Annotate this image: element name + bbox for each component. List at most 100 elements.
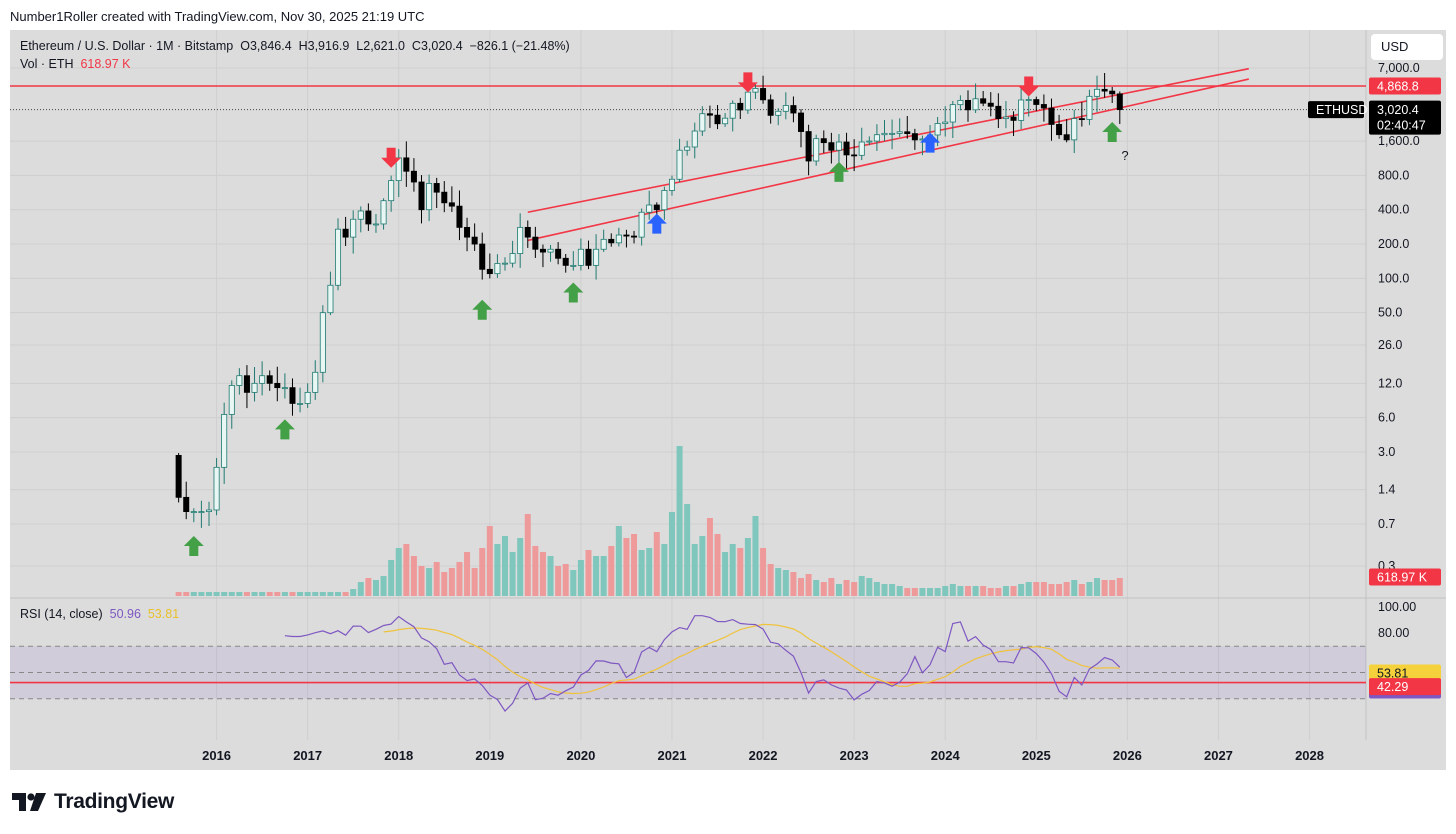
volume-bar <box>706 518 713 596</box>
volume-bar <box>790 572 797 596</box>
volume-bar <box>335 592 342 596</box>
volume-bar <box>372 580 379 596</box>
volume-bar <box>638 550 645 596</box>
price-axis: 7,000.0 1,600.0 800.0 400.0 200.0 100.0 50.0 26… <box>1308 61 1441 699</box>
volume-bar <box>243 592 250 596</box>
volume-bar <box>881 584 888 596</box>
year-label: 2021 <box>658 748 687 763</box>
grid-lines <box>10 30 1446 740</box>
volume-bar <box>183 592 190 596</box>
candle-body <box>722 117 729 125</box>
candlesticks <box>175 72 1123 528</box>
volume-bar <box>1033 582 1040 596</box>
candle-body <box>448 202 455 207</box>
open-value: O3,846.4 <box>240 39 292 53</box>
volume-bar <box>744 538 751 596</box>
candle-body <box>1101 88 1108 92</box>
volume-bar <box>251 592 258 596</box>
candle-body <box>972 98 979 111</box>
candle-body <box>600 238 607 250</box>
volume-bar <box>479 548 486 596</box>
candle-body <box>471 236 478 245</box>
rsi-label[interactable]: RSI (14, close) <box>20 607 103 621</box>
currency-button[interactable]: USD <box>1371 34 1443 60</box>
candle-body <box>327 284 334 314</box>
volume-bar <box>494 544 501 596</box>
volume-bar <box>585 550 592 596</box>
candle-body <box>615 234 622 244</box>
chart-panel[interactable] <box>10 30 1446 770</box>
volume-bar <box>889 584 896 596</box>
candle-body <box>372 223 379 226</box>
volume-bar <box>365 578 372 596</box>
channel-upper-line <box>527 67 1249 214</box>
volume-bar <box>350 589 357 596</box>
volume-bar <box>775 568 782 596</box>
volume-bar <box>380 576 387 596</box>
volume-bar <box>1101 580 1108 596</box>
arrow-up-icon <box>646 213 667 234</box>
high-value: H3,916.9 <box>298 39 350 53</box>
volume-bar <box>813 580 820 596</box>
volume-bar <box>1040 582 1047 596</box>
volume-badge: 618.97 K <box>1377 571 1428 585</box>
year-label: 2022 <box>749 748 778 763</box>
candle-body <box>570 264 577 267</box>
volume-bar <box>798 578 805 596</box>
candle-body <box>813 138 820 162</box>
candle-body <box>562 257 569 266</box>
candle-body <box>714 114 721 125</box>
year-label: 2027 <box>1204 748 1233 763</box>
candle-body <box>782 105 789 112</box>
candle-body <box>964 99 971 111</box>
candle-body <box>312 371 319 393</box>
volume-bar <box>509 552 516 596</box>
candle-body <box>433 183 440 193</box>
candle-body <box>752 88 759 93</box>
volume-bar <box>577 560 584 596</box>
volume-bar <box>1071 580 1078 596</box>
rsi-pane <box>10 615 1366 713</box>
candle-body <box>889 132 896 135</box>
candle-body <box>661 190 668 211</box>
volume-bar <box>729 544 736 596</box>
volume-bar <box>259 592 266 596</box>
candle-body <box>1086 95 1093 120</box>
volume-bar <box>904 588 911 596</box>
symbol-name[interactable]: Ethereum / U.S. Dollar · 1M · Bitstamp <box>20 39 234 53</box>
volume-bar <box>957 586 964 596</box>
candle-body <box>820 138 827 144</box>
candle-body <box>706 113 713 116</box>
volume-bar <box>312 592 319 596</box>
volume-bar <box>539 552 546 596</box>
candle-body <box>653 204 660 211</box>
candle-body <box>577 248 584 266</box>
candle-body <box>319 312 326 373</box>
candle-body <box>608 238 615 244</box>
volume-bar <box>304 592 311 596</box>
arrow-up-icon <box>920 132 941 153</box>
volume-bar <box>555 566 562 596</box>
candle-body <box>684 146 691 151</box>
arrow-up-icon <box>563 282 584 303</box>
candle-body <box>767 99 774 116</box>
candle-body <box>737 102 744 111</box>
volume-bar <box>228 592 235 596</box>
rsi-tick-label: 100.00 <box>1378 600 1416 614</box>
candle-body <box>266 375 273 384</box>
volume-bar <box>600 556 607 596</box>
candle-body <box>942 121 949 124</box>
price-tick-label: 0.7 <box>1378 517 1395 531</box>
candle-body <box>798 112 805 132</box>
volume-bar <box>456 562 463 596</box>
year-label: 2019 <box>475 748 504 763</box>
volume-bar <box>676 446 683 596</box>
volume-bar <box>327 592 334 596</box>
channel-lower-line <box>527 78 1249 242</box>
volume-bar <box>547 556 554 596</box>
volume-bar <box>615 526 622 596</box>
volume-label[interactable]: Vol · ETH <box>20 57 74 71</box>
candle-body <box>479 243 486 270</box>
volume-bar <box>737 548 744 596</box>
